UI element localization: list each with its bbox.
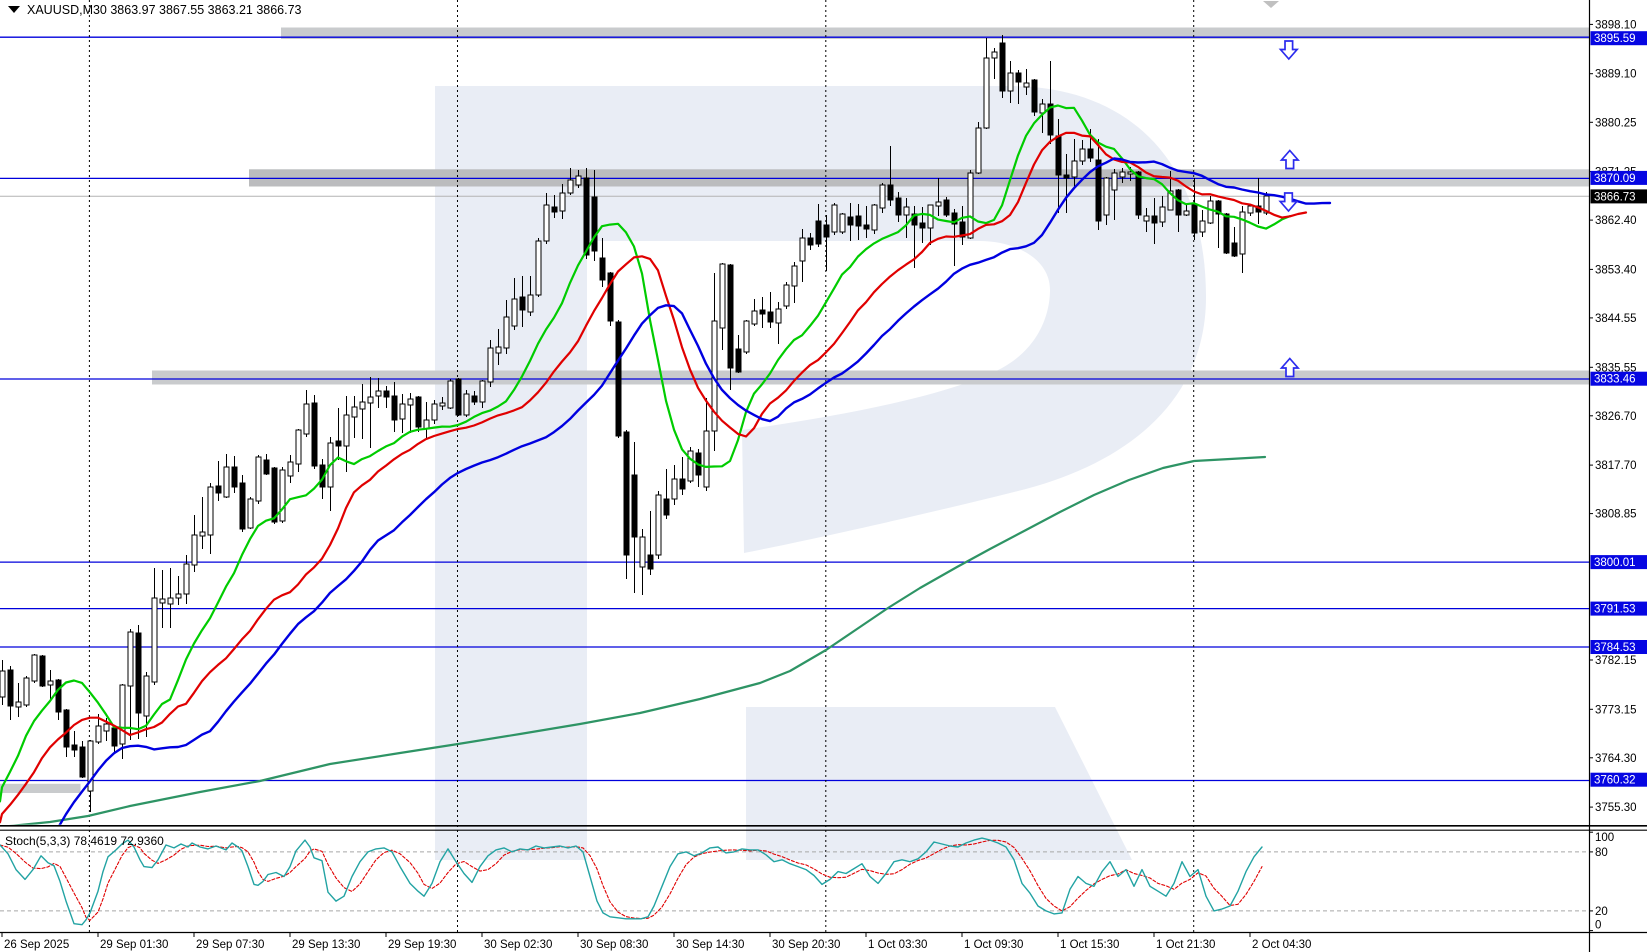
svg-text:3808.85: 3808.85 xyxy=(1595,509,1637,521)
svg-text:29 Sep 13:30: 29 Sep 13:30 xyxy=(292,939,360,951)
svg-text:2 Oct 04:30: 2 Oct 04:30 xyxy=(1252,939,1311,951)
svg-text:3755.30: 3755.30 xyxy=(1595,802,1637,814)
svg-text:1 Oct 21:30: 1 Oct 21:30 xyxy=(1156,939,1215,951)
svg-text:XAUUSD,M30 3863.97 3867.55 38: XAUUSD,M30 3863.97 3867.55 3863.21 3866.… xyxy=(27,3,302,17)
svg-text:3760.32: 3760.32 xyxy=(1594,775,1636,787)
svg-text:1 Oct 03:30: 1 Oct 03:30 xyxy=(868,939,927,951)
svg-text:30 Sep 20:30: 30 Sep 20:30 xyxy=(772,939,840,951)
svg-text:3782.15: 3782.15 xyxy=(1595,655,1637,667)
svg-text:3870.09: 3870.09 xyxy=(1594,173,1636,185)
svg-text:3880.25: 3880.25 xyxy=(1595,117,1637,129)
svg-text:0: 0 xyxy=(1595,920,1601,932)
svg-text:1 Oct 15:30: 1 Oct 15:30 xyxy=(1060,939,1119,951)
svg-text:3826.70: 3826.70 xyxy=(1595,411,1637,423)
svg-text:26 Sep 2025: 26 Sep 2025 xyxy=(4,939,69,951)
svg-text:30 Sep 14:30: 30 Sep 14:30 xyxy=(676,939,744,951)
svg-text:3898.10: 3898.10 xyxy=(1595,19,1637,31)
svg-text:3833.46: 3833.46 xyxy=(1594,374,1636,386)
svg-text:3844.55: 3844.55 xyxy=(1595,313,1637,325)
svg-text:3853.40: 3853.40 xyxy=(1595,264,1637,276)
svg-text:30 Sep 02:30: 30 Sep 02:30 xyxy=(484,939,552,951)
svg-text:20: 20 xyxy=(1595,906,1608,918)
svg-text:3784.53: 3784.53 xyxy=(1594,642,1636,654)
svg-text:29 Sep 07:30: 29 Sep 07:30 xyxy=(196,939,264,951)
svg-text:3817.70: 3817.70 xyxy=(1595,460,1637,472)
svg-text:3773.15: 3773.15 xyxy=(1595,704,1637,716)
svg-text:3866.73: 3866.73 xyxy=(1594,191,1636,203)
svg-text:29 Sep 19:30: 29 Sep 19:30 xyxy=(388,939,456,951)
svg-text:3764.30: 3764.30 xyxy=(1595,753,1637,765)
svg-text:100: 100 xyxy=(1595,832,1614,844)
svg-text:1 Oct 09:30: 1 Oct 09:30 xyxy=(964,939,1023,951)
svg-text:29 Sep 01:30: 29 Sep 01:30 xyxy=(100,939,168,951)
svg-text:80: 80 xyxy=(1595,847,1608,859)
svg-text:3862.40: 3862.40 xyxy=(1595,215,1637,227)
svg-text:Stoch(5,3,3) 78.4619 72.9360: Stoch(5,3,3) 78.4619 72.9360 xyxy=(5,834,164,848)
svg-text:3791.53: 3791.53 xyxy=(1594,604,1636,616)
svg-text:3800.01: 3800.01 xyxy=(1594,557,1636,569)
svg-text:30 Sep 08:30: 30 Sep 08:30 xyxy=(580,939,648,951)
svg-text:3835.55: 3835.55 xyxy=(1595,362,1637,374)
svg-text:3895.59: 3895.59 xyxy=(1594,33,1636,45)
svg-text:3889.10: 3889.10 xyxy=(1595,69,1637,81)
